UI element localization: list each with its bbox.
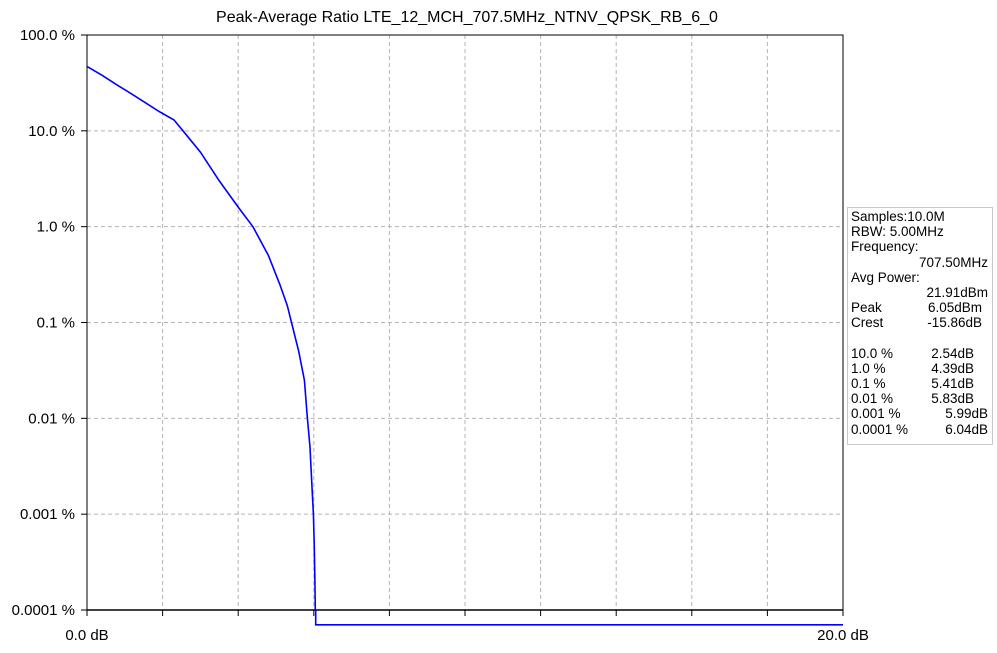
ccdf-value: 5.99dB — [945, 406, 988, 422]
peak-label: Peak — [851, 300, 882, 316]
ccdf-curve — [86, 65, 843, 626]
ccdf-label: 0.0001 % — [851, 421, 909, 437]
ccdf-value: 5.41dB — [931, 376, 974, 392]
y-axis: 100.0 % 10.0 % 1.0 % 0.1 % 0.01 % 0.001 % 0.00… — [12, 27, 843, 619]
ccdf-value: 6.04dB — [945, 421, 988, 437]
x-tick-label: 0.0 dB — [65, 627, 108, 644]
x-axis: 0.0 dB 20.0 dB — [65, 610, 869, 644]
y-tick-label: 100.0 % — [20, 27, 75, 44]
peak-value: 6.05dBm — [927, 300, 982, 316]
ccdf-label: 0.1 % — [851, 376, 886, 392]
crest-label: Crest — [851, 315, 884, 331]
y-tick-label: 1.0 % — [37, 219, 75, 236]
y-tick-label: 10.0 % — [28, 123, 75, 140]
avg-power-label: Avg Power: — [851, 269, 920, 285]
x-tick-label: 20.0 dB — [817, 627, 869, 644]
frequency-value: 707.50MHz — [918, 254, 988, 270]
y-tick-label: 0.01 % — [28, 410, 75, 427]
ccdf-value: 4.39dB — [931, 360, 974, 376]
ccdf-value: 5.83dB — [931, 391, 974, 407]
y-tick-label: 0.0001 % — [12, 602, 75, 619]
grid — [87, 35, 843, 610]
avg-power-value: 21.91dBm — [926, 284, 988, 300]
y-tick-label: 0.1 % — [37, 315, 75, 332]
samples-text: Samples:10.0M — [851, 209, 945, 224]
ccdf-label: 0.01 % — [851, 391, 894, 407]
ccdf-value: 2.54dB — [931, 345, 974, 361]
rbw-text: RBW: 5.00MHz — [851, 224, 944, 240]
frequency-label: Frequency: — [851, 239, 919, 255]
ccdf-label: 0.001 % — [851, 406, 901, 422]
crest-value: -15.86dB — [927, 315, 982, 331]
chart-title: Peak-Average Ratio LTE_12_MCH_707.5MHz_N… — [216, 9, 718, 26]
measurement-panel: Samples:10.0M RBW: 5.00MHz Frequency: 70… — [847, 207, 993, 445]
ccdf-label: 10.0 % — [851, 345, 894, 361]
y-tick-label: 0.001 % — [20, 506, 75, 523]
ccdf-label: 1.0 % — [851, 360, 886, 376]
